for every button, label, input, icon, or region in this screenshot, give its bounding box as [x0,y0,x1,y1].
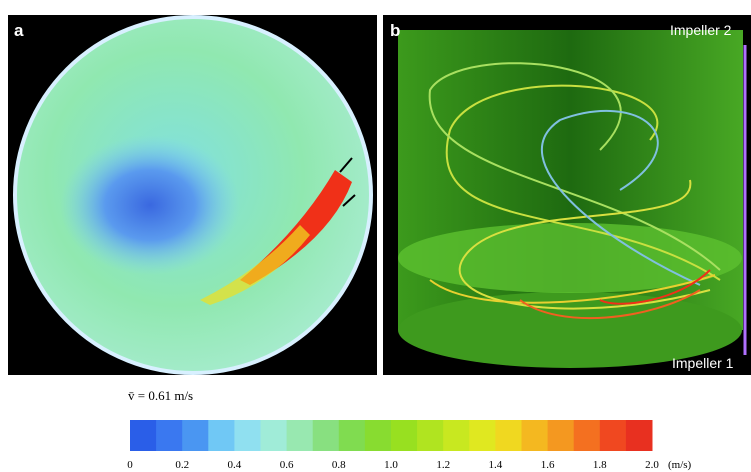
figure: a Impeller 2 Impeller 1 b v̄ = 0.61 m/s … [0,0,751,472]
panel-b: Impeller 2 Impeller 1 b [383,15,751,375]
colorbar-segment [522,420,549,451]
colorbar-tick-label: 2.0 [645,459,659,471]
colorbar-segment [261,420,288,451]
colorbar-segment [208,420,235,451]
colorbar-segment [548,420,575,451]
colorbar: 0 0.2 0.4 0.6 0.8 1.0 1.2 1.4 1.6 1.8 2.0 (m/s) [127,420,691,471]
colorbar-segment [443,420,470,451]
panel-a: a [8,15,377,375]
colorbar-unit: (m/s) [668,459,692,471]
panel-label: b [390,21,400,40]
colorbar-segment [182,420,209,451]
colorbar-segment [574,420,601,451]
colorbar-tick-label: 1.8 [593,459,607,471]
colorbar-segment [391,420,418,451]
colorbar-tick-label: 0.2 [175,459,189,471]
colorbar-segment [287,420,314,451]
annotation: Impeller 1 [672,355,734,371]
colorbar-tick-label: 0.4 [228,459,242,471]
annotation: Impeller 2 [670,22,732,38]
colorbar-segment [339,420,366,451]
colorbar-segment [626,420,653,451]
colorbar-segment [495,420,522,451]
colorbar-segment [600,420,627,451]
colorbar-segment [365,420,392,451]
colorbar-segment [313,420,340,451]
colorbar-tick-label: 1.0 [384,459,398,471]
colorbar-segment [469,420,496,451]
colorbar-tick-label: 0 [127,459,133,471]
colorbar-tick-label: 0.8 [332,459,346,471]
colorbar-segment [130,420,157,451]
colorbar-segment [234,420,261,451]
colorbar-tick-label: 1.6 [541,459,555,471]
panel-label: a [14,21,24,40]
colorbar-tick-label: 1.4 [489,459,503,471]
colorbar-segment [156,420,183,451]
colorbar-tick-label: 1.2 [436,459,450,471]
colorbar-tick-label: 0.6 [280,459,294,471]
colorbar-segment [417,420,444,451]
annotation: v̄ = 0.61 m/s [128,388,193,403]
